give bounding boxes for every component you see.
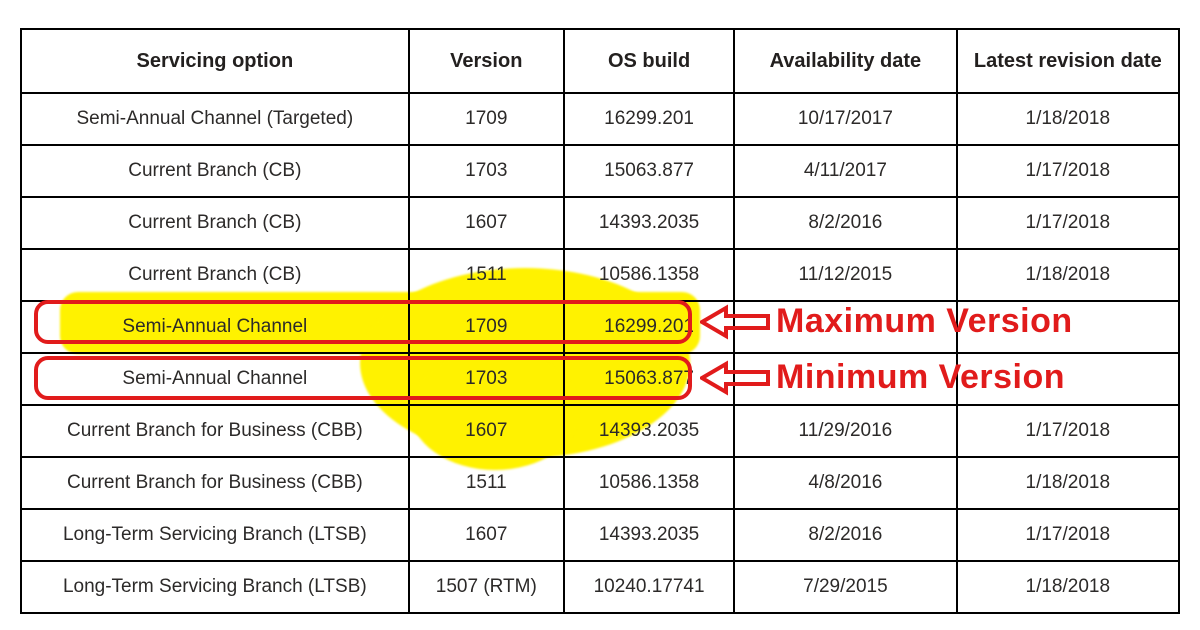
table-header-row: Servicing option Version OS build Availa… — [21, 29, 1179, 93]
table-cell: 10586.1358 — [564, 249, 734, 301]
table-cell: 15063.877 — [564, 353, 734, 405]
col-header-servicing-option: Servicing option — [21, 29, 409, 93]
table-row: Current Branch (CB)170315063.8774/11/201… — [21, 145, 1179, 197]
table-cell: 10/17/2017 — [734, 93, 956, 145]
table-cell: 10240.17741 — [564, 561, 734, 613]
table-cell: 1/17/2018 — [957, 145, 1179, 197]
table-cell — [957, 301, 1179, 353]
table-cell: 1511 — [409, 249, 564, 301]
table-cell — [734, 301, 956, 353]
col-header-os-build: OS build — [564, 29, 734, 93]
table-cell: 1607 — [409, 405, 564, 457]
table-row: Current Branch for Business (CBB)1607143… — [21, 405, 1179, 457]
table-row: Long-Term Servicing Branch (LTSB)1607143… — [21, 509, 1179, 561]
table-cell: 7/29/2015 — [734, 561, 956, 613]
col-header-availability-date: Availability date — [734, 29, 956, 93]
table-row: Semi-Annual Channel170315063.877 — [21, 353, 1179, 405]
table-cell: 1/18/2018 — [957, 93, 1179, 145]
table-cell: Long-Term Servicing Branch (LTSB) — [21, 561, 409, 613]
table-cell: 8/2/2016 — [734, 197, 956, 249]
table-cell: 1709 — [409, 301, 564, 353]
table-cell: 16299.201 — [564, 93, 734, 145]
table-cell: 1511 — [409, 457, 564, 509]
table-cell: 1703 — [409, 353, 564, 405]
table-cell: Current Branch (CB) — [21, 197, 409, 249]
table-cell: 14393.2035 — [564, 509, 734, 561]
table-cell: 1/17/2018 — [957, 509, 1179, 561]
table-cell: 11/12/2015 — [734, 249, 956, 301]
col-header-latest-revision: Latest revision date — [957, 29, 1179, 93]
table-row: Semi-Annual Channel170916299.201 — [21, 301, 1179, 353]
table-cell: 1/18/2018 — [957, 457, 1179, 509]
table-cell: Semi-Annual Channel — [21, 353, 409, 405]
table-cell: 1/18/2018 — [957, 561, 1179, 613]
table-cell: 4/8/2016 — [734, 457, 956, 509]
table-cell: Long-Term Servicing Branch (LTSB) — [21, 509, 409, 561]
table-cell: 16299.201 — [564, 301, 734, 353]
table-cell: 15063.877 — [564, 145, 734, 197]
table-cell: 1703 — [409, 145, 564, 197]
table-row: Current Branch (CB)160714393.20358/2/201… — [21, 197, 1179, 249]
table-cell: Current Branch for Business (CBB) — [21, 457, 409, 509]
table-cell: 10586.1358 — [564, 457, 734, 509]
table-cell: 1/17/2018 — [957, 405, 1179, 457]
table-cell: 8/2/2016 — [734, 509, 956, 561]
table-row: Current Branch (CB)151110586.135811/12/2… — [21, 249, 1179, 301]
version-release-table: Servicing option Version OS build Availa… — [20, 28, 1180, 614]
table-cell: 14393.2035 — [564, 197, 734, 249]
table-row: Semi-Annual Channel (Targeted)170916299.… — [21, 93, 1179, 145]
table-cell — [734, 353, 956, 405]
table-cell: 1607 — [409, 509, 564, 561]
table-cell: Semi-Annual Channel (Targeted) — [21, 93, 409, 145]
table-row: Current Branch for Business (CBB)1511105… — [21, 457, 1179, 509]
col-header-version: Version — [409, 29, 564, 93]
table-cell: Current Branch for Business (CBB) — [21, 405, 409, 457]
table-cell: 1607 — [409, 197, 564, 249]
table-cell: 1507 (RTM) — [409, 561, 564, 613]
table-cell — [957, 353, 1179, 405]
table-row: Long-Term Servicing Branch (LTSB)1507 (R… — [21, 561, 1179, 613]
table-cell: 1/18/2018 — [957, 249, 1179, 301]
table-cell: 14393.2035 — [564, 405, 734, 457]
table-cell: 4/11/2017 — [734, 145, 956, 197]
table-cell: Current Branch (CB) — [21, 249, 409, 301]
table-cell: 1709 — [409, 93, 564, 145]
table-cell: Semi-Annual Channel — [21, 301, 409, 353]
table-cell: Current Branch (CB) — [21, 145, 409, 197]
table-cell: 11/29/2016 — [734, 405, 956, 457]
table-cell: 1/17/2018 — [957, 197, 1179, 249]
